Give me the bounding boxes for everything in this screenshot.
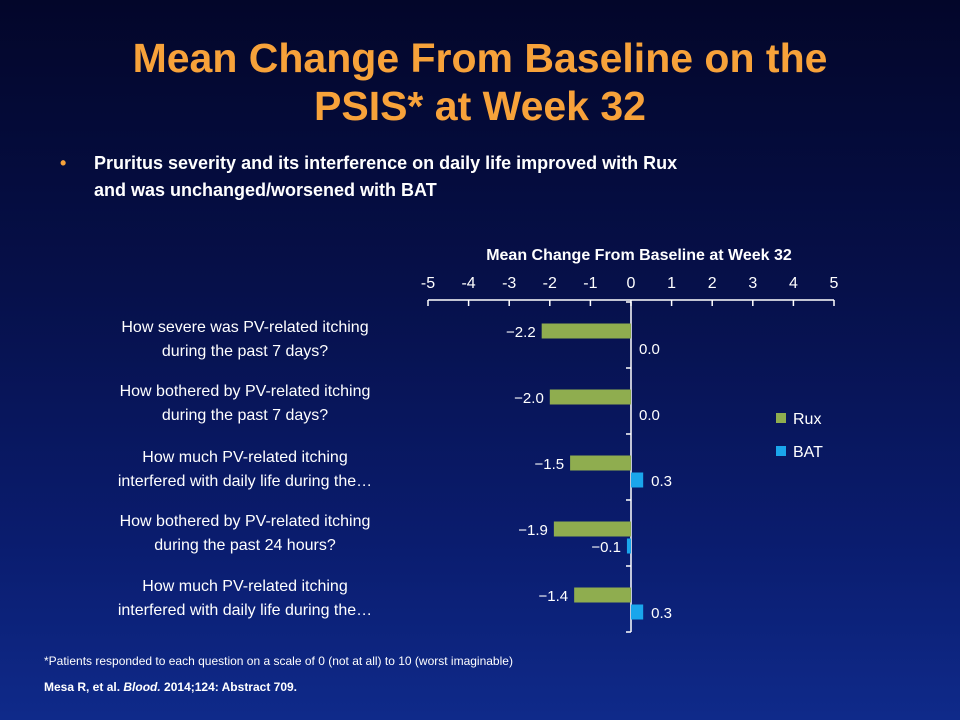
rux-data-label: −1.4 xyxy=(539,588,569,605)
category-label-1: How severe was PV-related itching during… xyxy=(64,316,426,364)
bat-data-label: 0.3 xyxy=(651,473,672,490)
bullet-text: Pruritus severity and its interference o… xyxy=(94,150,914,204)
bullet-icon: • xyxy=(60,153,67,173)
category-label-2: How bothered by PV-related itching durin… xyxy=(64,380,426,428)
x-tick-label: -1 xyxy=(583,275,597,292)
slide-title: Mean Change From Baseline on the PSIS* a… xyxy=(0,34,960,130)
footnote: *Patients responded to each question on … xyxy=(44,654,513,668)
rux-bar xyxy=(574,587,631,603)
category-label-3: How much PV-related itching interfered w… xyxy=(64,446,426,494)
bat-data-label: 0.0 xyxy=(639,341,660,358)
x-tick-label: 1 xyxy=(667,275,676,292)
bat-bar xyxy=(631,604,644,620)
category-label-1-line-2: during the past 7 days? xyxy=(161,343,329,360)
rux-bar xyxy=(570,455,631,471)
x-tick-label: -5 xyxy=(421,275,435,292)
bullet-text-line-2: and was unchanged/worsened with BAT xyxy=(94,180,437,200)
x-tick-label: -2 xyxy=(543,275,557,292)
rux-bar xyxy=(549,389,631,405)
category-label-1-line-1: How severe was PV-related itching xyxy=(121,319,369,336)
bat-data-label: −0.1 xyxy=(591,539,621,556)
slide-title-line-1: Mean Change From Baseline on the xyxy=(132,35,828,81)
category-label-3-line-1: How much PV-related itching xyxy=(142,449,348,466)
rux-bar xyxy=(541,323,631,339)
slide-title-line-2: PSIS* at Week 32 xyxy=(314,83,646,129)
rux-bar xyxy=(553,521,631,537)
category-label-5-line-1: How much PV-related itching xyxy=(142,578,348,595)
citation: Mesa R, et al. Blood. 2014;124: Abstract… xyxy=(44,680,297,694)
x-tick-label: 2 xyxy=(708,275,717,292)
rux-data-label: −1.5 xyxy=(534,456,564,473)
rux-data-label: −2.0 xyxy=(514,390,544,407)
category-label-2-line-2: during the past 7 days? xyxy=(161,407,329,424)
x-axis-title: Mean Change From Baseline at Week 32 xyxy=(486,247,792,264)
legend-label-rux: Rux xyxy=(793,411,821,428)
x-tick-label: 5 xyxy=(830,275,839,292)
citation-journal: Blood. xyxy=(123,680,161,694)
category-label-3-line-2: interfered with daily life during the… xyxy=(117,473,373,490)
category-label-4-line-1: How bothered by PV-related itching xyxy=(119,513,371,530)
citation-rest: 2014;124: Abstract 709. xyxy=(164,680,298,694)
rux-data-label: −1.9 xyxy=(518,522,548,539)
category-label-5-line-2: interfered with daily life during the… xyxy=(117,602,373,619)
bat-data-label: 0.0 xyxy=(639,407,660,424)
x-tick-label: 0 xyxy=(627,275,636,292)
category-label-2-line-1: How bothered by PV-related itching xyxy=(119,383,371,400)
legend-swatch-rux xyxy=(776,413,786,423)
category-label-4: How bothered by PV-related itching durin… xyxy=(64,510,426,558)
bat-bar xyxy=(631,472,644,488)
category-label-4-line-2: during the past 24 hours? xyxy=(154,537,336,554)
legend-swatch-bat xyxy=(776,446,786,456)
legend-label-bat: BAT xyxy=(793,444,823,461)
x-tick-label: 4 xyxy=(789,275,798,292)
bullet-text-line-1: Pruritus severity and its interference o… xyxy=(94,153,678,173)
citation-authors: Mesa R, et al. xyxy=(44,680,121,694)
x-tick-label: -3 xyxy=(502,275,516,292)
rux-data-label: −2.2 xyxy=(506,324,536,341)
x-tick-label: 3 xyxy=(748,275,757,292)
category-label-5: How much PV-related itching interfered w… xyxy=(64,575,426,623)
bat-bar xyxy=(626,538,631,554)
x-tick-label: -4 xyxy=(461,275,475,292)
bat-data-label: 0.3 xyxy=(651,605,672,622)
